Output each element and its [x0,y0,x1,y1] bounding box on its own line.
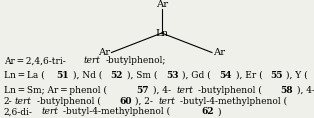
Text: 60: 60 [119,97,132,106]
Text: tert: tert [41,107,58,116]
Text: 55: 55 [270,71,283,80]
Text: -butyl-4-methylphenol (: -butyl-4-methylphenol ( [180,97,287,106]
Text: 51: 51 [56,71,69,80]
Text: -butylphenol (: -butylphenol ( [37,97,100,106]
Text: Ar: Ar [214,48,226,57]
Text: 54: 54 [219,71,232,80]
Text: -butylphenol;: -butylphenol; [105,57,165,65]
Text: 2-: 2- [4,97,12,106]
Text: Ln = Sm; Ar = phenol (: Ln = Sm; Ar = phenol ( [4,86,107,95]
Text: ), 4-: ), 4- [153,86,171,95]
Text: 2,6-di-: 2,6-di- [4,107,33,116]
Text: Ln: Ln [155,29,168,38]
Text: 58: 58 [280,86,293,95]
Text: ), 4-methylphenol (: ), 4-methylphenol ( [296,86,314,95]
Text: Ln = La (: Ln = La ( [4,71,45,80]
Text: 53: 53 [166,71,179,80]
Text: ), Sm (: ), Sm ( [127,71,157,80]
Text: tert: tert [158,97,175,106]
Text: ), Er (: ), Er ( [236,71,262,80]
Text: -butylphenol (: -butylphenol ( [198,86,262,95]
Text: tert: tert [176,86,193,95]
Text: Ar = 2,4,6-tri-: Ar = 2,4,6-tri- [4,57,66,65]
Text: -butyl-4-methylphenol (: -butyl-4-methylphenol ( [63,107,170,116]
Text: 57: 57 [137,86,149,95]
Text: tert: tert [84,57,100,65]
Text: ), 2-: ), 2- [135,97,153,106]
Text: 52: 52 [111,71,123,80]
Text: ): ) [217,107,221,116]
Text: Ar: Ar [156,0,168,9]
Text: Ar: Ar [98,48,110,57]
Text: ), Gd (: ), Gd ( [182,71,211,80]
Text: tert: tert [15,97,32,106]
Text: ), Y (: ), Y ( [286,71,308,80]
Text: ), Nd (: ), Nd ( [73,71,102,80]
Text: 62: 62 [201,107,214,116]
